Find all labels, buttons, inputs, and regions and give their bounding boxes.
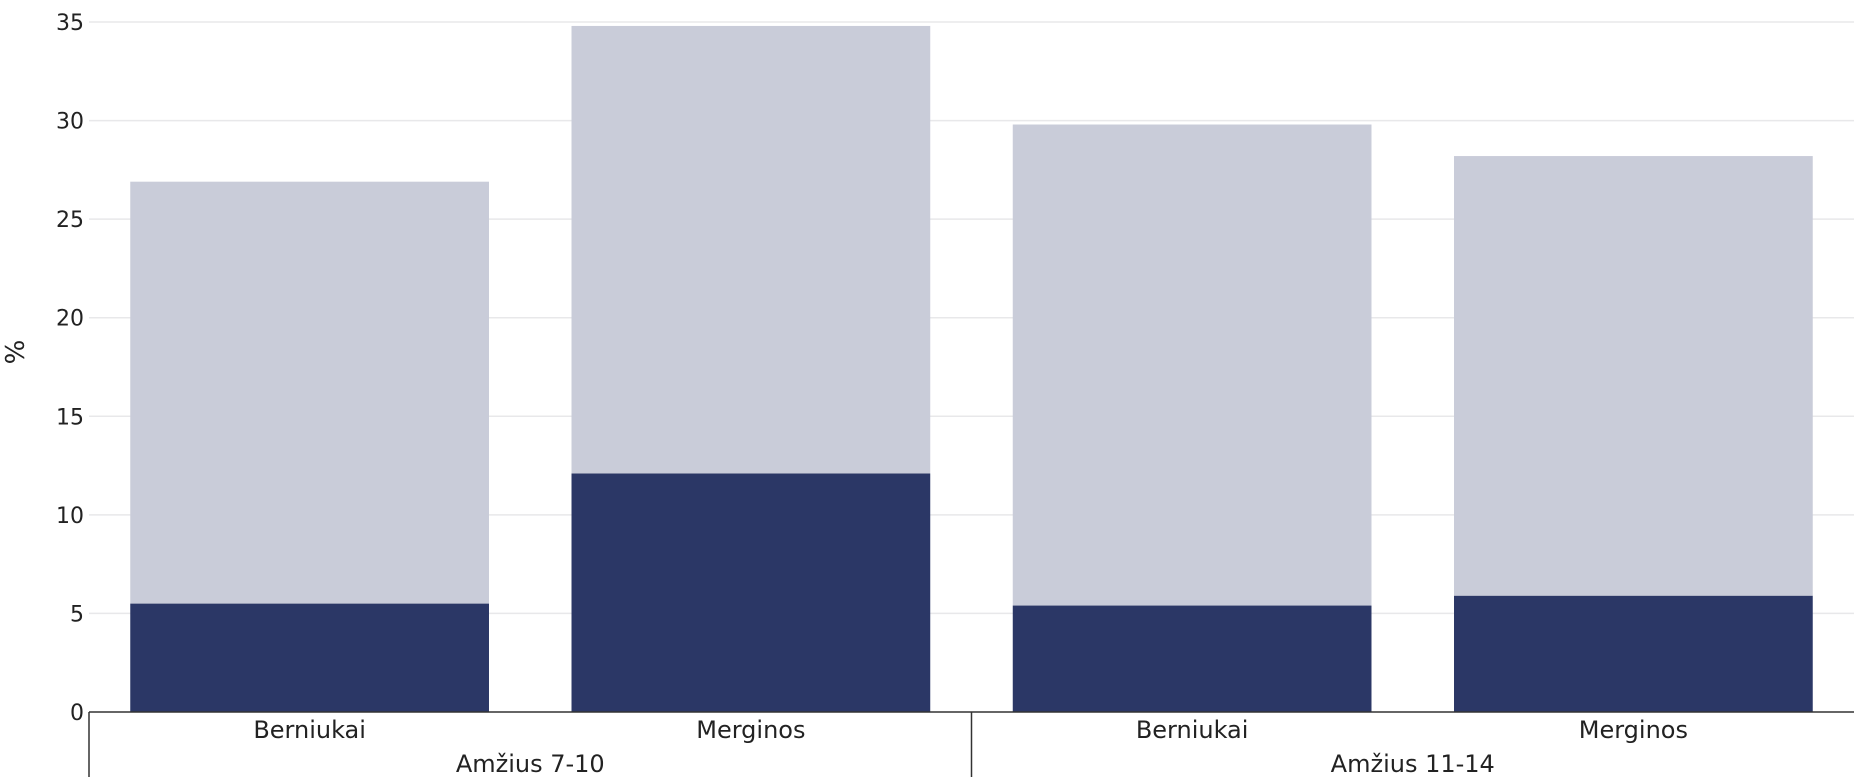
y-tick-label: 10: [56, 504, 84, 529]
y-axis-ticks: 0 5 10 15 20 25 30 35: [56, 11, 84, 726]
x-group-label: Amžius 7-10: [456, 750, 605, 777]
y-tick-label: 20: [56, 307, 84, 332]
bar-segment: [1012, 605, 1372, 712]
x-category-label: Berniukai: [1136, 716, 1249, 744]
bars: [130, 25, 1813, 712]
x-group-label: Amžius 11-14: [1331, 750, 1495, 777]
bar-segment: [130, 603, 489, 712]
y-tick-label: 30: [56, 110, 84, 135]
y-tick-label: 35: [56, 11, 84, 36]
bar-segment: [1454, 595, 1813, 712]
y-tick-label: 25: [56, 208, 84, 233]
y-axis-title: %: [1, 340, 31, 365]
x-category-label: Merginos: [696, 716, 805, 744]
x-axis: Berniukai Merginos Berniukai Merginos Amžius…: [88, 711, 1854, 777]
bar-segment: [1012, 124, 1372, 606]
bar-segment: [571, 25, 931, 474]
x-category-label: Merginos: [1579, 716, 1688, 744]
bar-segment: [571, 473, 931, 712]
y-tick-label: 15: [56, 405, 84, 430]
bar-segment: [1454, 156, 1813, 596]
bar-segment: [130, 181, 489, 604]
y-tick-label: 5: [70, 602, 84, 627]
y-tick-label: 0: [70, 701, 84, 726]
x-category-label: Berniukai: [253, 716, 366, 744]
